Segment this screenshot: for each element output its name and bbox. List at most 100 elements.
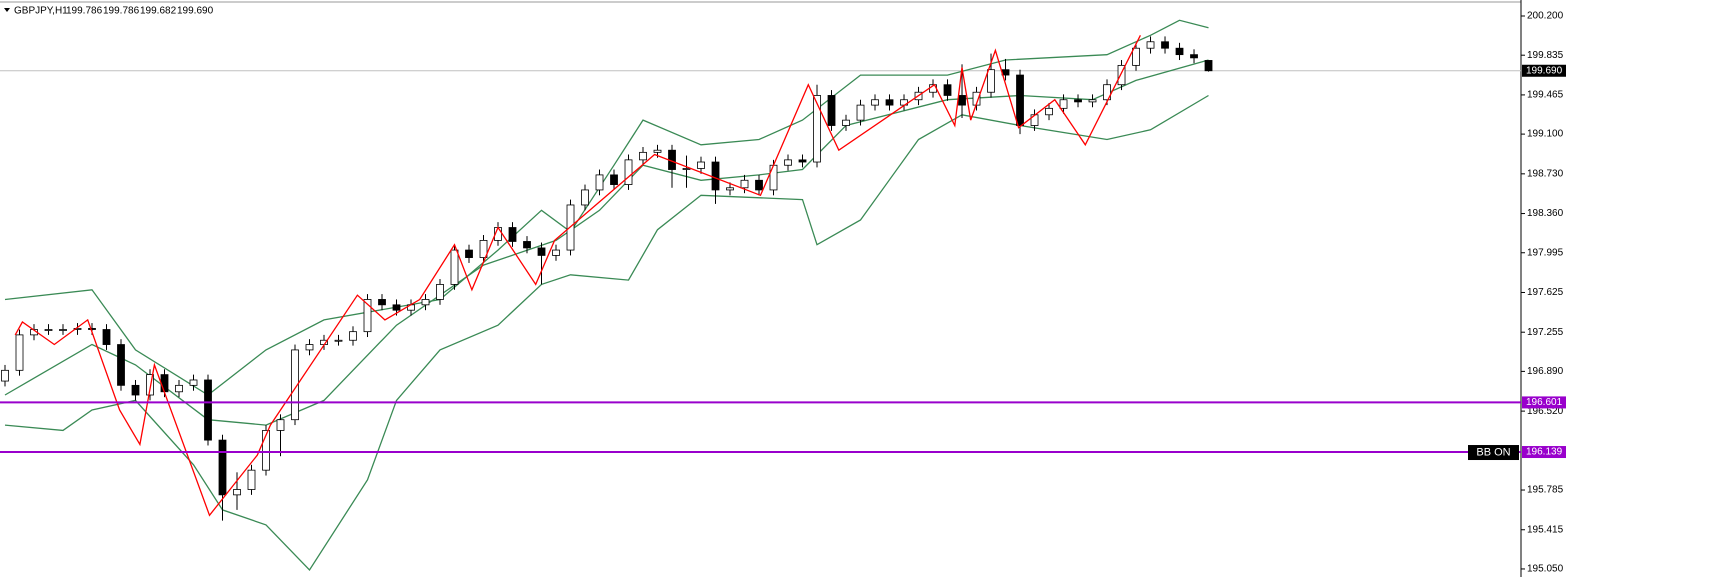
candle-body — [726, 187, 734, 191]
header-value: 199.682 — [140, 6, 177, 17]
candle-body — [262, 430, 270, 471]
candle-body — [827, 95, 836, 126]
candle-body — [378, 299, 386, 306]
candle-body — [247, 469, 256, 490]
candle-body — [508, 227, 517, 242]
candle-body — [305, 344, 314, 351]
header-value: 199.786 — [103, 6, 140, 17]
candle-body — [102, 329, 111, 345]
y-tick-label: 196.520 — [1527, 406, 1564, 417]
candle-body — [1132, 47, 1140, 66]
candle-body — [552, 249, 560, 256]
candle-body — [276, 419, 285, 431]
candle-body — [871, 99, 879, 106]
candle-body — [653, 149, 662, 153]
candle-body — [784, 159, 792, 166]
candle-body — [218, 439, 227, 496]
candle-body — [987, 69, 995, 93]
candle-body — [291, 349, 299, 421]
y-tick-label: 199.835 — [1527, 50, 1564, 61]
y-tick-label: 197.625 — [1527, 287, 1564, 298]
candle-body — [610, 174, 618, 185]
candle-body — [1030, 114, 1039, 126]
bollinger-band — [4, 94, 1209, 572]
y-tick-label: 197.995 — [1527, 247, 1564, 258]
candle-body — [1074, 99, 1082, 103]
candle-body — [44, 329, 53, 331]
bollinger-band — [4, 59, 1209, 426]
y-tick-label: 198.360 — [1527, 208, 1564, 219]
level-label-bg — [1522, 446, 1566, 459]
y-tick-label: 196.890 — [1527, 366, 1564, 377]
current-price-label: 199.690 — [1526, 65, 1563, 76]
candle-body — [537, 247, 546, 256]
candle-body — [117, 344, 125, 386]
candle-body — [639, 151, 647, 161]
candle-body — [1117, 64, 1126, 86]
header-value: 199.690 — [177, 6, 214, 17]
candle-body — [798, 159, 807, 163]
candle-body — [349, 331, 357, 341]
candle-body — [958, 95, 966, 106]
candle-body — [479, 239, 488, 258]
y-tick-label: 195.050 — [1527, 564, 1564, 575]
symbol: GBPJPY,H1 — [14, 6, 68, 17]
level-label: 196.601 — [1526, 397, 1563, 408]
candle-body — [682, 168, 691, 170]
candle-body — [334, 339, 343, 342]
candle-body — [436, 284, 444, 300]
candle-body — [697, 161, 705, 169]
candle-body — [1161, 41, 1169, 49]
candle-body — [175, 384, 183, 393]
candle-body — [363, 299, 372, 333]
candle-body — [842, 119, 850, 126]
candle-body — [595, 174, 604, 191]
candle-body — [1175, 47, 1184, 56]
candle-body — [421, 299, 430, 306]
candle-body — [465, 249, 473, 258]
candle-body — [624, 159, 633, 185]
candle-body — [1059, 99, 1068, 109]
level-label-bg — [1522, 396, 1566, 409]
bollinger-band — [4, 19, 1209, 396]
candle-body — [59, 329, 67, 331]
candle-body — [856, 104, 865, 121]
candle-body — [189, 379, 198, 386]
candle-body — [740, 179, 749, 189]
indicator-box — [1468, 445, 1519, 461]
indicator-label: BB ON — [1476, 446, 1510, 458]
candle-body — [769, 164, 778, 191]
candle-body — [885, 99, 894, 106]
candle-body — [15, 334, 24, 371]
candle-body — [131, 384, 140, 396]
y-tick-label: 198.730 — [1527, 168, 1564, 179]
candle-body — [233, 489, 241, 496]
candle-body — [943, 84, 952, 96]
candle-body — [88, 328, 96, 330]
current-price-bg — [1522, 64, 1566, 77]
candle-body — [450, 249, 459, 285]
level-label: 196.139 — [1526, 447, 1563, 458]
candle-body — [392, 304, 401, 311]
candle-body — [523, 241, 531, 249]
y-tick-label: 200.200 — [1527, 11, 1564, 22]
candle-body — [146, 374, 154, 396]
candle-body — [755, 179, 763, 191]
y-tick-label: 195.415 — [1527, 524, 1564, 535]
candle-body — [1045, 107, 1053, 116]
candle-body — [1204, 60, 1213, 72]
header-value: 199.786 — [66, 6, 103, 17]
y-tick-label: 199.100 — [1527, 129, 1564, 140]
candle-body — [581, 189, 589, 206]
candle-body — [1146, 41, 1155, 49]
header-values: 199.786 199.786 199.682 199.690 — [66, 6, 214, 17]
dropdown-arrow[interactable] — [4, 8, 10, 12]
candle-body — [1190, 54, 1198, 59]
candle-body — [160, 374, 169, 393]
candle-body — [711, 161, 720, 191]
candle-body — [1, 369, 9, 382]
y-tick-label: 197.255 — [1527, 327, 1564, 338]
zigzag-line — [14, 35, 1141, 517]
candle-body — [1103, 84, 1111, 101]
